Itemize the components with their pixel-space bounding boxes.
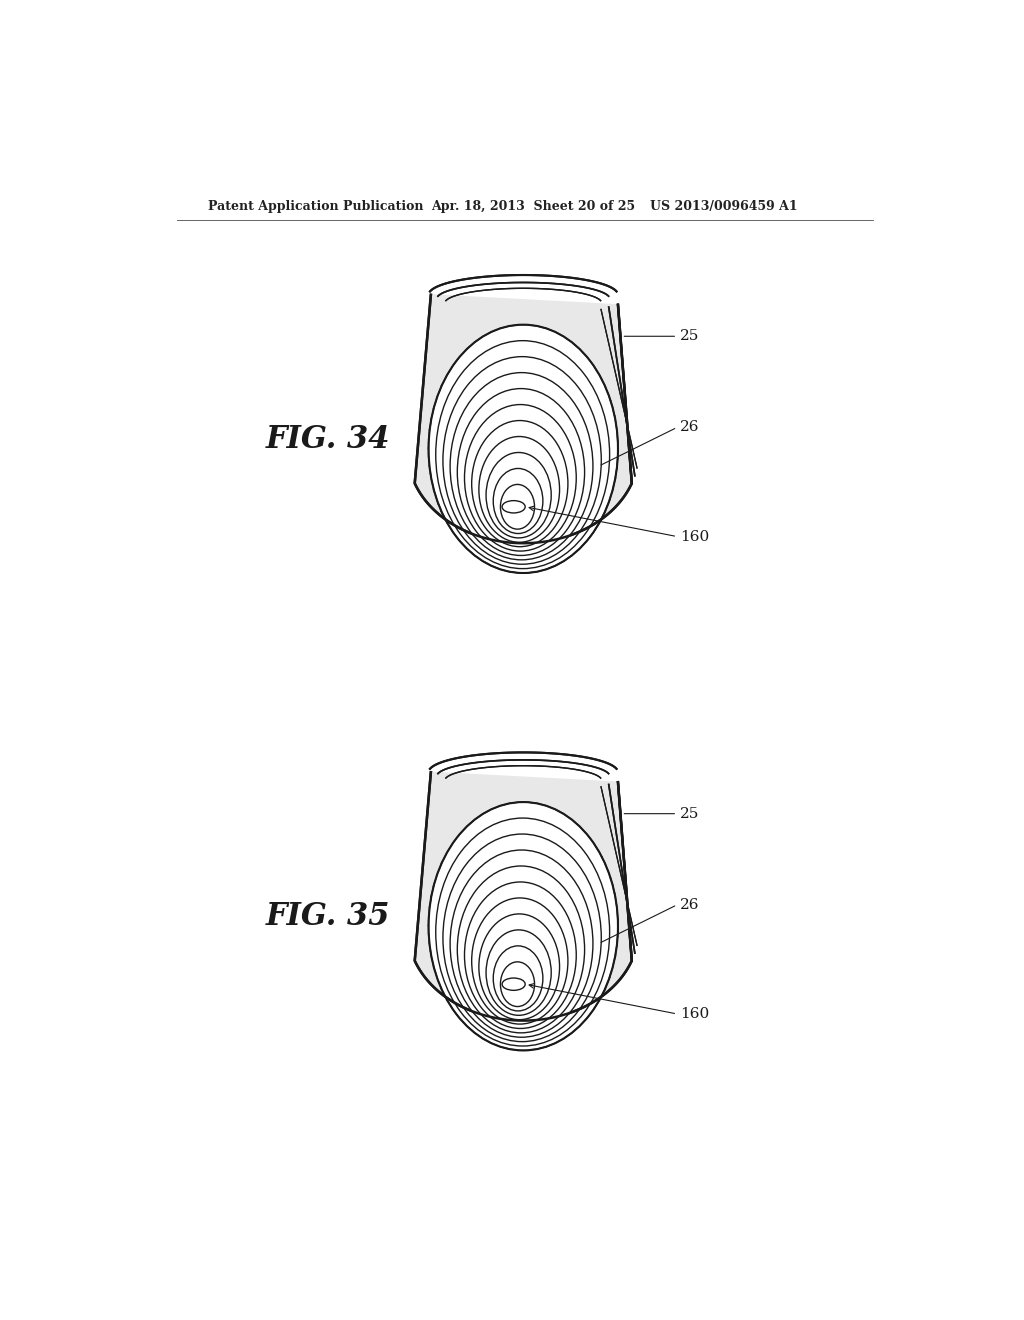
Ellipse shape: [502, 500, 525, 513]
Ellipse shape: [458, 866, 585, 1032]
Ellipse shape: [451, 372, 593, 560]
Ellipse shape: [465, 882, 577, 1028]
Text: 26: 26: [680, 898, 699, 912]
Ellipse shape: [472, 421, 568, 546]
Ellipse shape: [458, 388, 585, 556]
Ellipse shape: [486, 929, 551, 1015]
Text: 160: 160: [680, 1007, 710, 1020]
Text: US 2013/0096459 A1: US 2013/0096459 A1: [650, 199, 798, 213]
Ellipse shape: [465, 404, 577, 550]
Text: 25: 25: [680, 807, 699, 821]
Polygon shape: [415, 772, 632, 1020]
Text: Apr. 18, 2013  Sheet 20 of 25: Apr. 18, 2013 Sheet 20 of 25: [431, 199, 635, 213]
Text: 160: 160: [680, 529, 710, 544]
Ellipse shape: [429, 325, 617, 573]
Ellipse shape: [494, 469, 543, 533]
Ellipse shape: [501, 484, 535, 529]
Ellipse shape: [429, 803, 617, 1051]
Ellipse shape: [494, 946, 543, 1011]
Text: 25: 25: [680, 329, 699, 343]
Ellipse shape: [502, 978, 525, 990]
Text: Patent Application Publication: Patent Application Publication: [208, 199, 423, 213]
Ellipse shape: [443, 834, 601, 1041]
Ellipse shape: [443, 356, 601, 564]
Ellipse shape: [501, 962, 535, 1007]
Ellipse shape: [479, 437, 559, 543]
Ellipse shape: [436, 818, 609, 1045]
Ellipse shape: [436, 341, 609, 569]
Text: 26: 26: [680, 420, 699, 434]
Ellipse shape: [479, 913, 559, 1019]
Text: FIG. 34: FIG. 34: [265, 424, 390, 455]
Ellipse shape: [486, 453, 551, 539]
Polygon shape: [415, 294, 632, 544]
Ellipse shape: [429, 803, 617, 1051]
Ellipse shape: [472, 898, 568, 1024]
Ellipse shape: [429, 325, 617, 573]
Ellipse shape: [451, 850, 593, 1038]
Text: FIG. 35: FIG. 35: [265, 902, 390, 932]
